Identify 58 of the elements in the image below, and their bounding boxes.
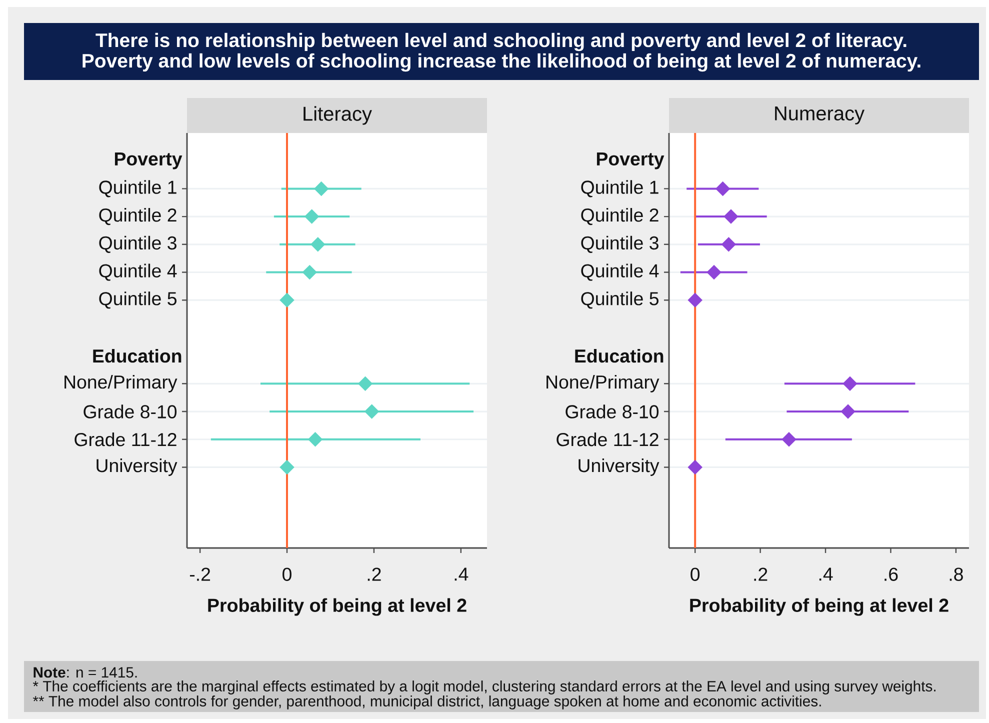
y-tick-label: University [578, 458, 660, 476]
x-tick-label: .6 [884, 568, 898, 581]
point [314, 181, 329, 196]
point [688, 460, 702, 474]
y-tick-label: None/Primary [64, 374, 178, 392]
y-tick-label: Education [575, 348, 664, 363]
text: Poverty and low levels of schooling increase the likelihood of being at level 2 of numeracy. [82, 53, 920, 72]
y-tick-label: University [96, 458, 178, 476]
y-tick-label: Poverty [596, 152, 664, 170]
point [688, 292, 702, 308]
y-tick-label: Quintile 2 [581, 208, 658, 226]
point [304, 209, 320, 224]
x-tick-label: .2 [368, 568, 381, 581]
point [724, 209, 738, 224]
x-tick-label: -.2 [190, 568, 210, 581]
y-tick-label: Grade 11-12 [556, 432, 658, 446]
y-tick-label: Quintile 4 [99, 264, 177, 281]
point [358, 376, 373, 391]
y-tick-label: Poverty [114, 152, 182, 170]
y-tick-label: Education [93, 348, 182, 363]
point [302, 264, 317, 280]
y-tick-label: Grade 8-10 [566, 404, 659, 418]
y-tick-label: None/Primary [546, 374, 660, 392]
y-tick-label: Quintile 3 [581, 236, 658, 253]
text: ** The model also controls for gender, parenthood, municipal district, language spoken at home and economic activities. [32, 696, 821, 710]
point [721, 237, 736, 252]
x-tick-label: 0 [282, 568, 292, 581]
text: Note: n = 1415. [34, 667, 137, 678]
x-tick-label: .2 [754, 568, 768, 581]
point [840, 404, 856, 419]
point [280, 292, 294, 308]
x-axis-title: Probability of being at level 2 [690, 598, 948, 616]
y-tick-label: Quintile 1 [581, 180, 658, 198]
y-tick-label: Quintile 1 [99, 180, 176, 198]
point [842, 376, 858, 391]
x-tick-label: .8 [950, 568, 963, 581]
point [280, 460, 294, 474]
y-tick-label: Grade 11-12 [74, 432, 176, 446]
y-tick-label: Quintile 4 [581, 264, 659, 281]
y-tick-label: Quintile 3 [99, 236, 176, 253]
y-tick-label: Quintile 5 [99, 292, 176, 309]
x-tick-label: 0 [690, 568, 700, 581]
point [716, 181, 730, 196]
y-tick-label: Quintile 2 [99, 208, 176, 226]
y-tick-label: Quintile 5 [581, 292, 658, 309]
point [782, 432, 796, 447]
point [706, 264, 722, 280]
text: There is no relationship between level and schooling and poverty and level 2 of literacy. [96, 32, 906, 52]
chart-title: Numeracy [775, 106, 865, 124]
point [310, 237, 326, 252]
x-tick-label: .4 [454, 568, 468, 581]
text: * The coefficients are the marginal effects estimated by a logit model, clustering standard errors at the EA level and using survey weights. [32, 680, 936, 694]
y-tick-label: Grade 8-10 [84, 404, 177, 418]
chart-title: Literacy [304, 106, 372, 125]
point [308, 432, 323, 447]
x-axis-title: Probability of being at level 2 [208, 598, 466, 616]
x-tick-label: .4 [819, 568, 833, 581]
point [364, 404, 380, 419]
